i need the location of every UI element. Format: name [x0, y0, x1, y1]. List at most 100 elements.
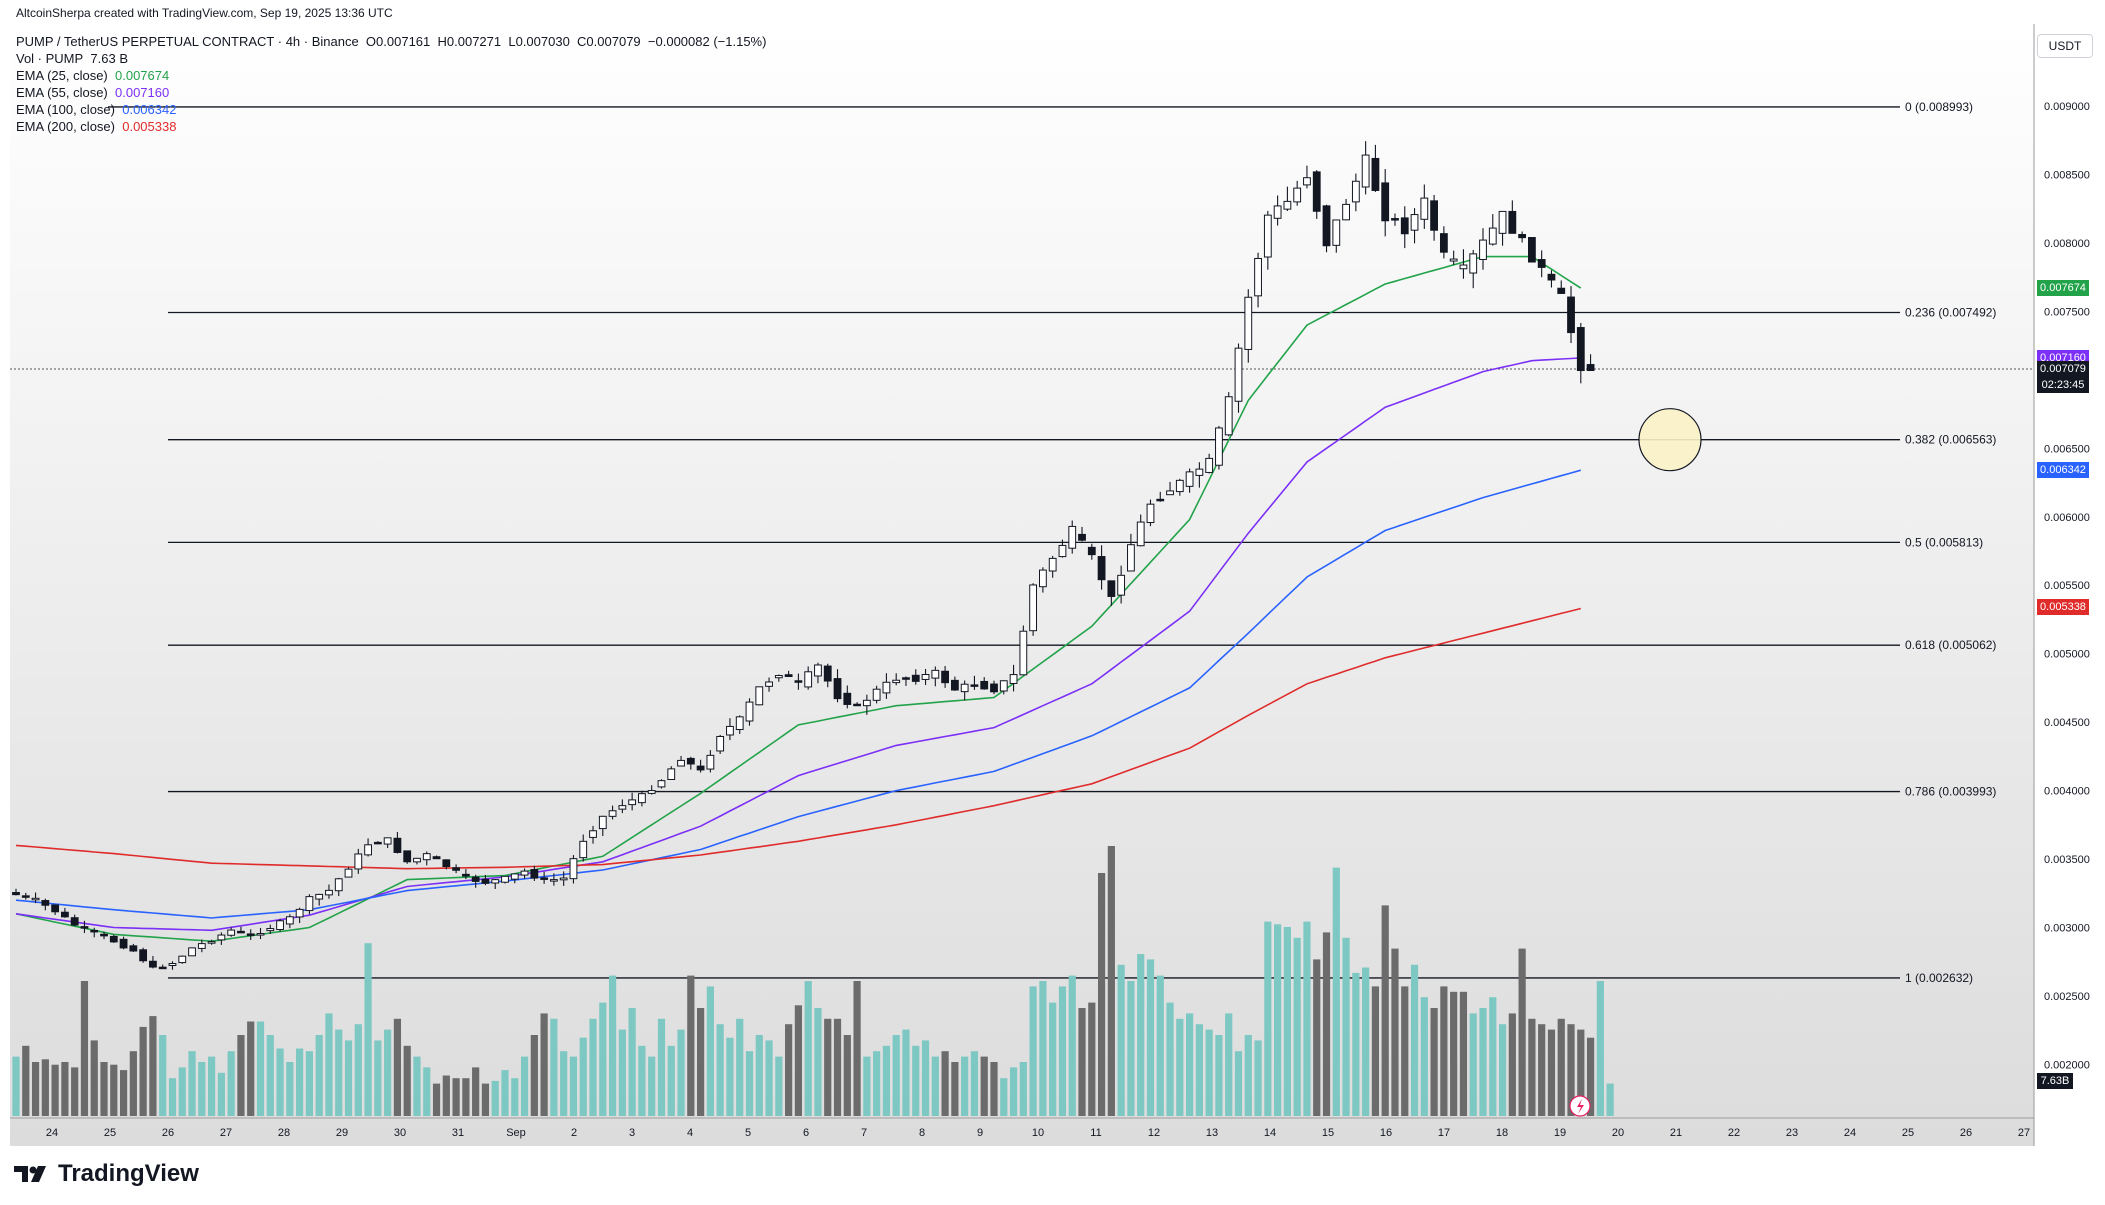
volume-bar: [951, 1062, 959, 1116]
volume-bar: [256, 1021, 265, 1116]
candle-body: [1087, 546, 1096, 556]
volume-bar: [687, 975, 695, 1116]
volume-bar: [501, 1070, 509, 1116]
candle-body: [657, 780, 666, 788]
volume-bar: [745, 1051, 754, 1116]
volume-bar: [1420, 997, 1428, 1116]
fib-level-label: 0.236 (0.007492): [1905, 305, 1996, 319]
candle-body: [1078, 533, 1086, 541]
candle-body: [1381, 182, 1390, 222]
candle-body: [1449, 258, 1458, 262]
time-tick-label: 5: [745, 1127, 751, 1139]
candle-body: [207, 941, 216, 944]
candle-body: [1293, 187, 1302, 203]
candle-body: [1254, 257, 1262, 297]
lightning-glyph: [1577, 1099, 1584, 1114]
volume-bar: [1234, 1051, 1243, 1116]
brand-name: TradingView: [58, 1160, 199, 1187]
candle-body: [960, 683, 969, 693]
ema-25-legend[interactable]: EMA (25, close) 0.007674: [16, 68, 169, 83]
volume-bar: [1078, 1008, 1086, 1116]
ema-55-legend[interactable]: EMA (55, close) 0.007160: [16, 85, 169, 100]
time-tick-label: 11: [1090, 1127, 1101, 1139]
candle-body: [853, 703, 861, 707]
volume-bar: [1058, 986, 1067, 1116]
volume-bar: [110, 1064, 118, 1116]
volume-bar: [1166, 1002, 1174, 1116]
candle-body: [579, 840, 588, 859]
tradingview-logo-icon: [14, 1166, 46, 1182]
volume-bar: [873, 1051, 881, 1116]
volume-bar: [775, 1056, 783, 1116]
volume-bar: [1586, 1037, 1595, 1116]
candle-body: [119, 938, 128, 949]
ema-200-label: EMA (200, close): [16, 119, 115, 134]
candle-body: [461, 873, 470, 877]
volume-bar: [364, 943, 372, 1116]
volume-bar: [1518, 948, 1526, 1116]
volume-bar: [882, 1045, 891, 1116]
volume-bar: [1440, 986, 1448, 1116]
price-tick-label: 0.005000: [2044, 649, 2090, 661]
time-tick-label: 14: [1264, 1127, 1276, 1139]
volume-bar: [530, 1035, 538, 1116]
volume-bar: [1264, 921, 1272, 1116]
volume-bar: [1381, 905, 1389, 1116]
fibonacci-levels: 0 (0.008993) 0.236 (0.007492) 0.382 (0.006…: [10, 100, 2034, 985]
candle-body: [804, 671, 813, 688]
time-tick-label: 4: [687, 1127, 693, 1139]
candle-body: [1469, 253, 1478, 274]
candle-body: [61, 911, 69, 918]
candle-body: [569, 858, 578, 880]
candle-body: [814, 664, 822, 677]
candle-body: [647, 790, 656, 794]
volume-bar: [1362, 967, 1370, 1116]
candle-body: [970, 684, 979, 687]
plot-background: [10, 24, 2034, 1146]
volume-bar: [902, 1029, 910, 1116]
time-tick-label: 22: [1728, 1127, 1740, 1139]
candle-body: [696, 765, 705, 771]
ema-100-legend[interactable]: EMA (100, close) 0.006342: [16, 102, 176, 117]
candle-body: [1420, 197, 1429, 220]
ema-25-value: 0.007674: [115, 68, 170, 83]
volume-bar: [452, 1078, 460, 1116]
candle-body: [276, 920, 284, 931]
volume-bar: [1313, 959, 1321, 1116]
chart-credit: AltcoinSherpa created with TradingView.c…: [16, 6, 393, 20]
volume-bar: [1088, 1002, 1096, 1116]
time-tick-label: 6: [803, 1127, 809, 1139]
volume-bar: [481, 1083, 490, 1116]
candle-body: [1019, 630, 1028, 676]
volume-bar: [628, 1008, 636, 1116]
volume-bar: [1127, 981, 1135, 1116]
candle-body: [1166, 490, 1174, 496]
target-zone-circle[interactable]: [1638, 408, 1702, 472]
volume-value: 7.63 B: [90, 51, 129, 66]
volume-bar: [90, 1040, 98, 1116]
volume-bar: [638, 1045, 646, 1116]
volume-bar: [178, 1067, 186, 1116]
symbol-title[interactable]: PUMP / TetherUS PERPETUAL CONTRACT · 4h …: [16, 34, 359, 49]
ema-200-legend[interactable]: EMA (200, close) 0.005338: [16, 119, 176, 134]
time-tick-label: 20: [1612, 1127, 1624, 1139]
volume-legend[interactable]: Vol · PUMP 7.63 B: [16, 51, 128, 66]
candle-body: [686, 757, 695, 765]
ema-line: [15, 255, 1582, 943]
candle-body: [1391, 218, 1399, 221]
volume-bar: [12, 1056, 20, 1116]
volume-bar: [1244, 1035, 1252, 1116]
candle-body: [1117, 574, 1126, 596]
volume-bar: [208, 1056, 216, 1116]
price-axis-tag: 0.006342: [2037, 461, 2089, 478]
volume-bar: [980, 1056, 988, 1116]
candle-body: [31, 897, 40, 901]
candle-body: [471, 876, 480, 882]
currency-unit-button[interactable]: USDT: [2037, 34, 2093, 58]
candle-body: [1361, 154, 1370, 188]
volume-bar: [1577, 1029, 1585, 1116]
volume-bar: [1401, 986, 1409, 1116]
price-tick-label: 0.002500: [2044, 991, 2090, 1003]
